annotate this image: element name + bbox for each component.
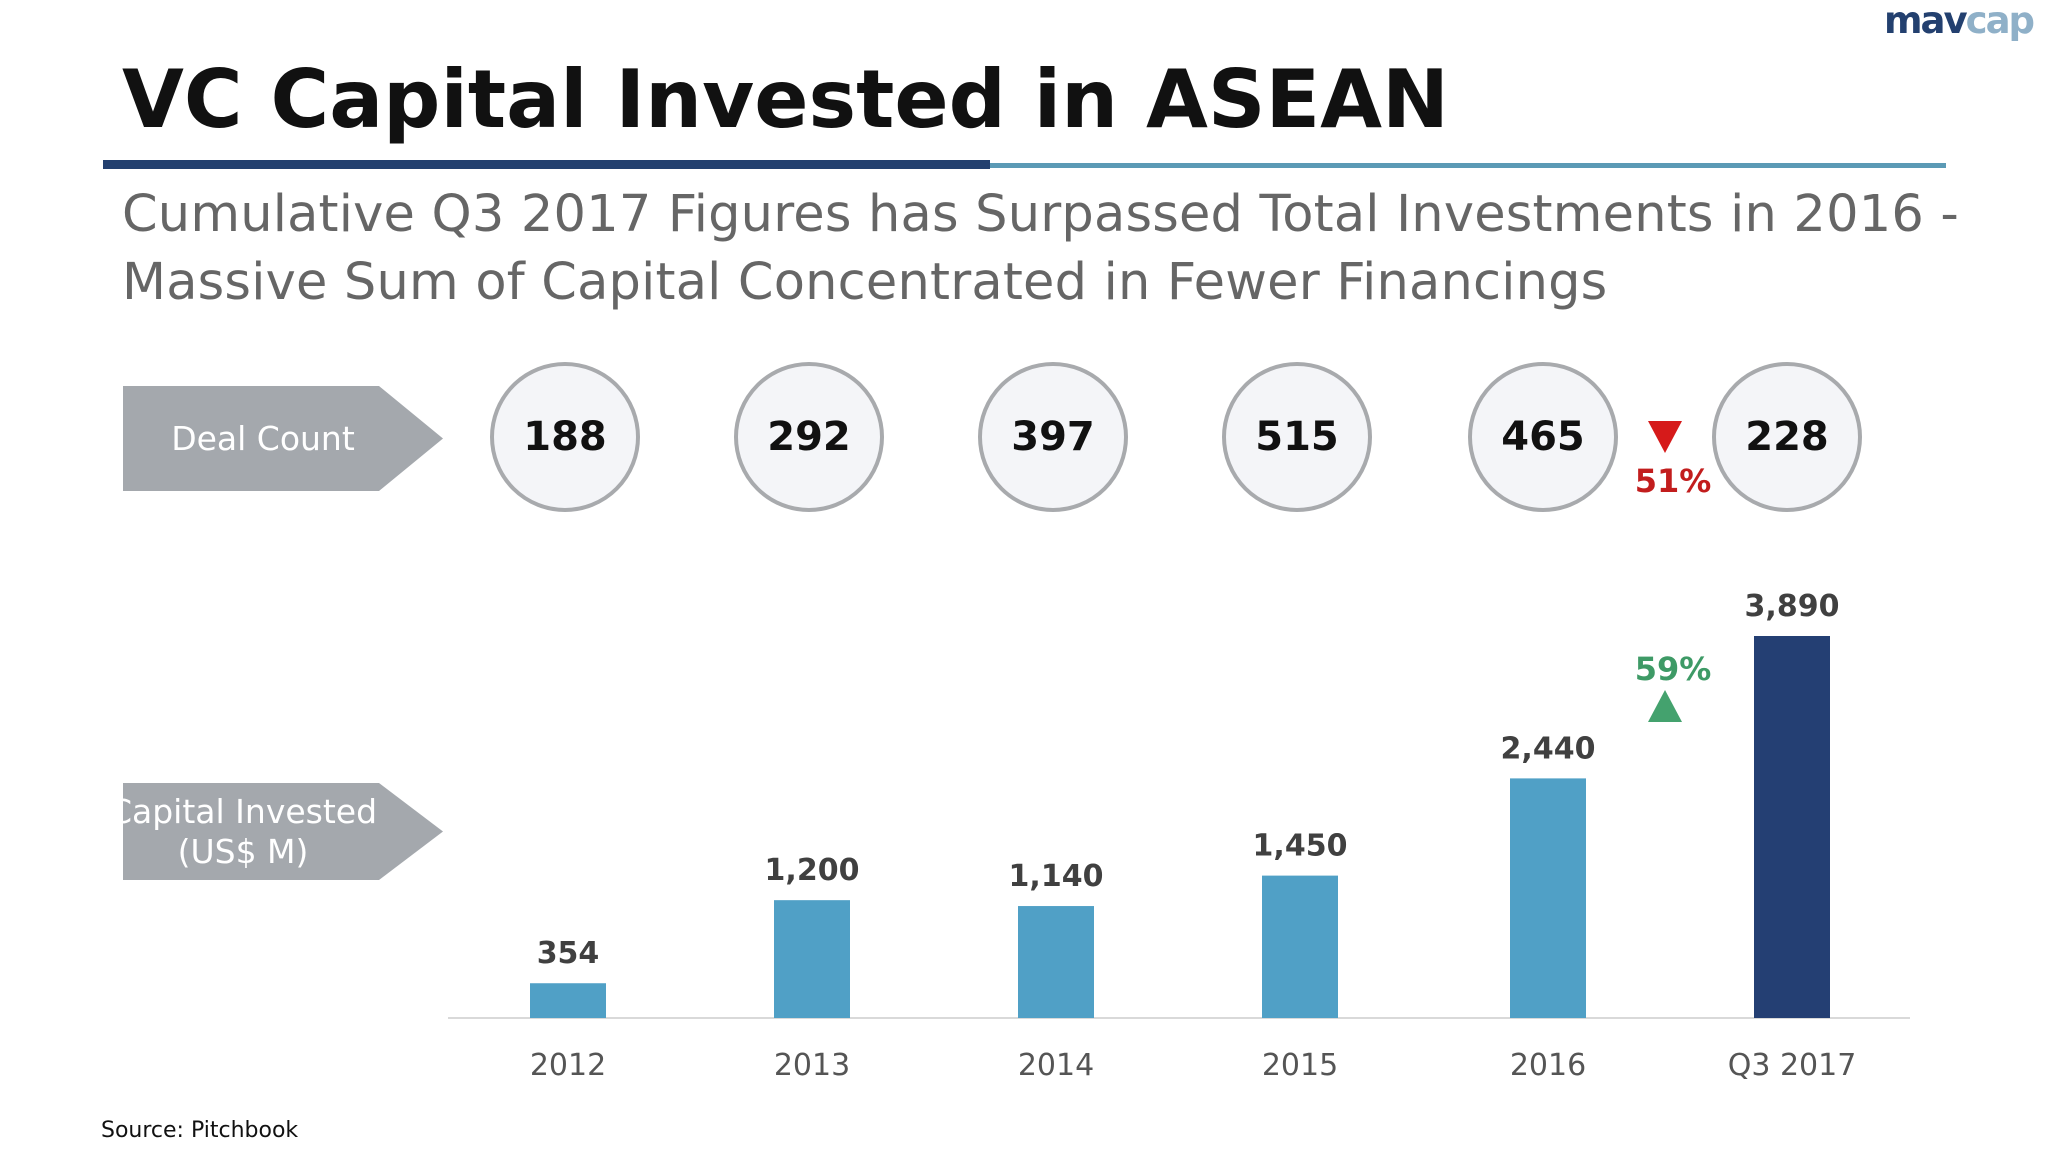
- capital-invested-label-arrow: Capital Invested (US$ M): [123, 783, 443, 880]
- deal-count-circle-2015: 515: [1222, 362, 1372, 512]
- x-tick-label: 2016: [1510, 1048, 1586, 1083]
- deal-count-circle-q3-2017: 228: [1712, 362, 1862, 512]
- decrease-triangle-icon: [1648, 421, 1682, 453]
- deal-count-label-arrow: Deal Count: [123, 386, 443, 491]
- capital-invested-bar-chart: 354 2012 1,200 2013 1,140 2014 1,450 2015 2,440 2…: [448, 589, 1910, 1083]
- source-note: Source: Pitchbook: [101, 1118, 299, 1143]
- title-rule-dark: [103, 160, 990, 169]
- deal-count-label: Deal Count: [171, 418, 355, 458]
- bar-2014: [1018, 906, 1094, 1018]
- deal-count-circle-2016: 465: [1468, 362, 1618, 512]
- increase-triangle-icon: [1648, 690, 1682, 722]
- deal-count-circle-2012: 188: [490, 362, 640, 512]
- title-rule-light: [990, 163, 1946, 168]
- bar-2015: [1262, 875, 1338, 1018]
- bar-2013: [774, 900, 850, 1018]
- bar-value-label: 354: [537, 936, 600, 971]
- capital-invested-label-line2: (US$ M): [177, 831, 309, 871]
- x-tick-label: 2015: [1262, 1048, 1338, 1083]
- page-subtitle: Cumulative Q3 2017 Figures has Surpassed…: [122, 185, 1960, 312]
- bar-value-label: 1,450: [1253, 829, 1348, 864]
- page-title: VC Capital Invested in ASEAN: [122, 53, 1449, 146]
- capital-change-percent: 59%: [1634, 650, 1712, 688]
- capital-invested-label: Capital Invested (US$ M): [123, 792, 397, 872]
- bar-2016: [1510, 778, 1586, 1018]
- x-tick-label: 2014: [1018, 1048, 1094, 1083]
- bar-value-label: 2,440: [1501, 731, 1596, 766]
- bar-2012: [530, 983, 606, 1018]
- x-tick-label: 2013: [774, 1048, 850, 1083]
- deal-count-circle-2014: 397: [978, 362, 1128, 512]
- capital-invested-label-line1: Capital Invested: [108, 791, 378, 831]
- bar-value-label: 1,140: [1009, 859, 1104, 894]
- deal-count-circle-2013: 292: [734, 362, 884, 512]
- mavcap-logo: mavcap: [1884, 0, 2035, 42]
- deal-count-change-percent: 51%: [1634, 462, 1712, 500]
- x-tick-label: 2012: [530, 1048, 606, 1083]
- bar-q3-2017: [1754, 636, 1830, 1018]
- bar-value-label: 3,890: [1745, 589, 1840, 624]
- bar-value-label: 1,200: [765, 853, 860, 888]
- x-tick-label: Q3 2017: [1728, 1048, 1857, 1083]
